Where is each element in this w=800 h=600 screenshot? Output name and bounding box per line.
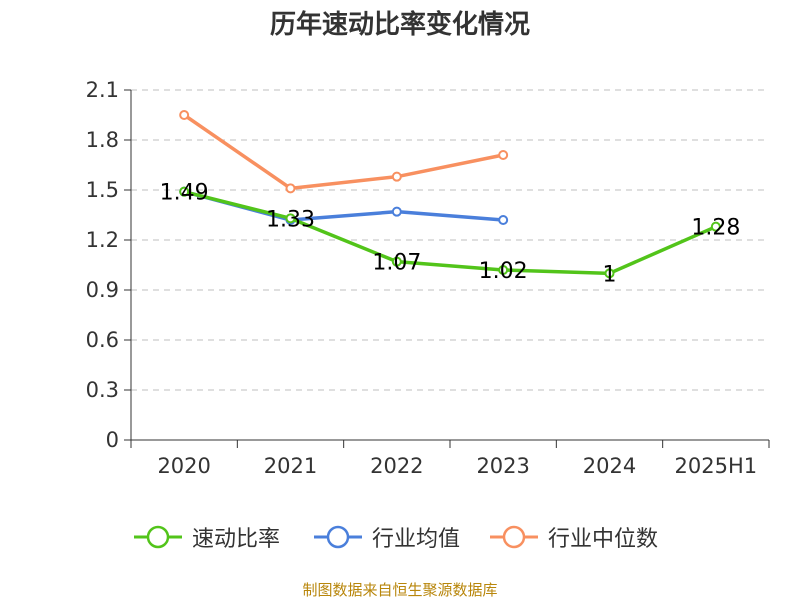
- legend-line-circle-icon: [134, 525, 182, 549]
- data-label: 1.33: [266, 207, 315, 232]
- series-line-2: [183, 113, 504, 191]
- legend-line-circle-icon: [490, 525, 538, 549]
- axes: 0 0.3 0.6 0.9 1.2 1.5 1.8 2.1 2020 2021 2022 2023 20…: [86, 78, 770, 478]
- legend-label: 速动比率: [192, 527, 281, 552]
- data-point: [498, 265, 509, 275]
- x-tick-label: 2020: [157, 454, 210, 478]
- data-point: [391, 206, 402, 217]
- x-tick-label: 2022: [370, 454, 423, 478]
- y-tick-label: 1.2: [86, 228, 119, 252]
- data-label: 1.02: [479, 259, 528, 284]
- data-label: 1.28: [691, 216, 740, 241]
- data-point: [391, 256, 402, 267]
- legend-label: 行业中位数: [548, 527, 659, 552]
- series-line-0: [183, 189, 717, 276]
- source-note: 制图数据来自恒生聚源数据库: [302, 581, 498, 599]
- data-point: [179, 110, 190, 120]
- y-tick-label: 1.8: [86, 128, 119, 152]
- data-point: [285, 183, 296, 194]
- data-point: [179, 186, 190, 197]
- x-tick-label: 2023: [476, 454, 529, 478]
- y-tick-label: 2.1: [86, 78, 119, 102]
- data-point: [285, 213, 296, 224]
- data-label: 1.49: [160, 181, 209, 206]
- data-point: [498, 150, 509, 160]
- series-lines: [179, 110, 721, 279]
- data-label: 1.07: [372, 251, 421, 276]
- y-tick-label: 0.9: [86, 278, 119, 302]
- y-tick-label: 0: [106, 428, 119, 452]
- y-tick-label: 0.3: [86, 378, 119, 402]
- chart-title: 历年速动比率变化情况: [269, 10, 530, 40]
- x-tick-label: 2024: [583, 454, 636, 478]
- data-point: [391, 171, 402, 182]
- y-tick-label: 1.5: [86, 178, 119, 202]
- x-tick-label: 2025H1: [675, 454, 758, 478]
- series-line-1: [183, 189, 504, 222]
- grid-lines: [131, 89, 769, 391]
- x-tick-label: 2021: [264, 454, 317, 478]
- legend-item[interactable]: 行业均值: [312, 520, 460, 554]
- legend-item[interactable]: 行业中位数: [488, 520, 658, 554]
- legend-line-circle-icon: [314, 525, 362, 549]
- data-point: [604, 268, 615, 279]
- legend-label: 行业均值: [372, 527, 461, 552]
- y-tick-label: 0.6: [86, 328, 119, 352]
- legend: 速动比率 行业均值 行业中位数: [0, 520, 800, 554]
- data-point: [710, 221, 721, 232]
- legend-item[interactable]: 速动比率: [132, 520, 280, 554]
- data-label: 1: [603, 262, 617, 287]
- data-point: [498, 215, 509, 225]
- data-labels: 1.49 1.33 1.07 1.02 1 1.28: [160, 181, 741, 288]
